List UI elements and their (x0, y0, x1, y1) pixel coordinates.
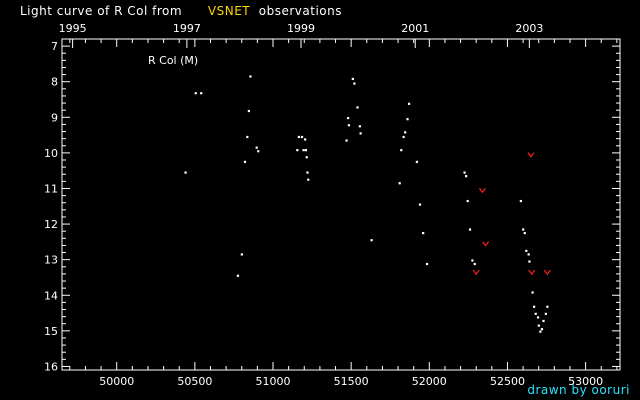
y-tick-label: 11 (44, 182, 58, 195)
observation-point (473, 262, 476, 266)
y-tick-label: 8 (51, 76, 58, 89)
observation-point (347, 117, 350, 120)
y-tick-label: 15 (44, 325, 58, 338)
observation-point (519, 199, 522, 203)
observation-point (402, 135, 405, 139)
observation-point (542, 319, 545, 323)
observation-point (304, 138, 307, 141)
x-tick-label: 51500 (334, 375, 369, 388)
x-tick-label: 50500 (177, 375, 212, 388)
observation-point (257, 150, 260, 153)
observation-point (297, 135, 300, 139)
x-tick-label: 51000 (256, 375, 291, 388)
observation-point (422, 231, 425, 235)
y-tick-label: 9 (51, 111, 58, 124)
observation-point (463, 171, 466, 174)
x-tick-label: 50000 (99, 375, 134, 388)
year-tick-label: 2001 (401, 22, 429, 35)
upper-limit-mark (478, 187, 486, 194)
observation-point (418, 203, 422, 206)
observation-point (351, 77, 354, 81)
observation-point (302, 149, 305, 152)
year-tick-label: 1995 (59, 22, 87, 35)
observation-point (400, 149, 403, 152)
observation-point (536, 316, 540, 319)
observation-point (347, 124, 351, 127)
observation-point (406, 118, 409, 121)
y-tick-label: 7 (51, 40, 58, 53)
y-tick-label: 13 (44, 254, 58, 267)
observation-point (398, 182, 401, 185)
observation-point (353, 82, 356, 85)
year-tick-label: 2003 (515, 22, 543, 35)
observation-point (300, 135, 304, 139)
observation-point (525, 249, 528, 252)
axis-ticks: 50000 50500 51000 51500 52000 52500 53000 1995 1… (44, 22, 620, 388)
observation-point (465, 175, 468, 178)
observation-point (537, 324, 540, 327)
chart-title: Light curve of R Col from VSNET observat… (20, 4, 342, 18)
upper-limit-mark (482, 241, 490, 247)
plot-frame (61, 38, 621, 371)
title-suffix: observations (258, 4, 343, 18)
observation-point (539, 330, 542, 333)
title-prefix: Light curve of R Col from (20, 4, 183, 18)
series-label: R Col (M) (148, 54, 198, 67)
observation-point (425, 262, 429, 266)
observation-point (305, 156, 308, 159)
observation-point (255, 146, 258, 149)
observation-point (523, 231, 526, 235)
observation-point (527, 253, 530, 256)
observation-point (531, 291, 534, 294)
observation-point (358, 125, 361, 128)
y-tick-label: 16 (44, 360, 58, 373)
observation-point (544, 312, 547, 315)
upper-limit-mark (543, 269, 551, 276)
observation-point (522, 228, 525, 231)
y-tick-label: 10 (44, 147, 58, 160)
x-tick-label: 53000 (568, 375, 603, 388)
observation-point (415, 160, 419, 163)
observation-point (356, 106, 359, 109)
upper-limit-mark (527, 152, 535, 158)
observation-point (304, 149, 308, 152)
observation-point (246, 135, 249, 139)
observation-point (404, 131, 407, 134)
y-tick-label: 12 (44, 218, 58, 231)
x-tick-label: 52500 (490, 375, 525, 388)
upper-limit-mark (528, 269, 536, 276)
observation-point (306, 171, 309, 174)
observation-point (345, 139, 348, 142)
observation-point (194, 92, 197, 95)
observation-point (243, 160, 247, 163)
credit-text: drawn by ooruri (527, 383, 630, 397)
year-tick-label: 1999 (287, 22, 315, 35)
observation-point (540, 328, 544, 331)
observation-point (407, 102, 411, 105)
y-tick-label: 14 (44, 289, 58, 302)
upper-limit-mark (472, 269, 480, 276)
observation-point (307, 178, 310, 181)
observation-point (528, 260, 531, 263)
title-source: VSNET (207, 4, 251, 18)
observation-point (546, 305, 549, 308)
observation-point (533, 305, 536, 308)
observation-point (370, 239, 373, 242)
observation-point (184, 171, 187, 174)
data-marks (184, 75, 551, 333)
observation-point (471, 259, 474, 262)
observation-point (249, 75, 252, 78)
observation-point (466, 199, 469, 203)
observation-point (359, 132, 362, 135)
observation-point (468, 228, 472, 231)
observation-point (240, 253, 243, 256)
observation-point (200, 92, 203, 95)
x-tick-label: 52000 (412, 375, 447, 388)
observation-point (534, 312, 537, 315)
observation-point (296, 149, 299, 152)
year-tick-label: 1997 (173, 22, 201, 35)
observation-point (247, 109, 250, 113)
observation-point (236, 274, 240, 277)
